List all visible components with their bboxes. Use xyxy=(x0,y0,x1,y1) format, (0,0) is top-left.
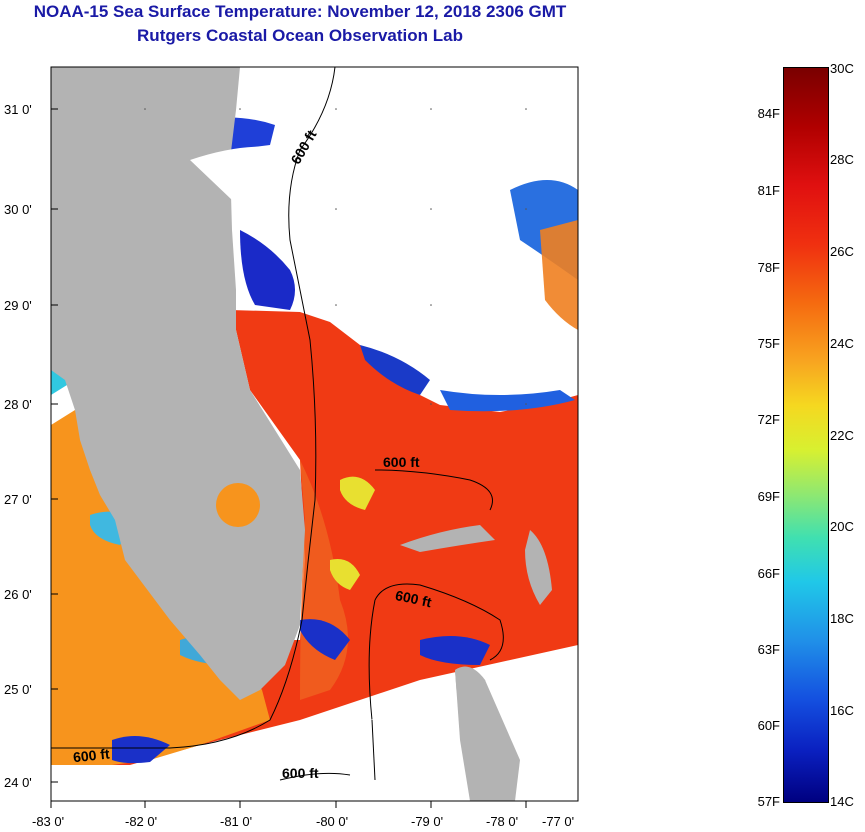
colorbar-f-label: 81F xyxy=(757,183,780,198)
lon-label: -78 0' xyxy=(486,814,518,829)
cloud-upper xyxy=(190,146,290,230)
isobath-south xyxy=(279,772,351,781)
colorbar-f-label: 69F xyxy=(757,489,780,504)
colorbar-c-label: 28C xyxy=(830,152,854,167)
isobath-south-2 xyxy=(371,719,376,781)
lake-okeechobee xyxy=(216,483,260,527)
lon-label: -81 0' xyxy=(220,814,252,829)
lat-label: 30 0' xyxy=(4,202,32,217)
colorbar-f-label: 57F xyxy=(757,794,780,809)
lon-ticks xyxy=(50,801,527,808)
colorbar-f-label: 60F xyxy=(757,718,780,733)
lat-label: 26 0' xyxy=(4,587,32,602)
lat-label: 28 0' xyxy=(4,397,32,412)
lon-label: -79 0' xyxy=(411,814,443,829)
colorbar-c-label: 30C xyxy=(830,61,854,76)
map-title: NOAA-15 Sea Surface Temperature: Novembe… xyxy=(33,2,567,21)
lat-label: 29 0' xyxy=(4,298,32,313)
graticule xyxy=(144,108,527,405)
lat-label: 25 0' xyxy=(4,682,32,697)
grand-bahama xyxy=(400,525,495,552)
contour-label-keys: 600 ft xyxy=(72,745,110,765)
colorbar-f-label: 66F xyxy=(757,566,780,581)
florida-land xyxy=(51,67,305,700)
colorbar-c-label: 22C xyxy=(830,428,854,443)
colorbar-f-label: 84F xyxy=(757,106,780,121)
lat-label: 24 0' xyxy=(4,775,32,790)
colorbar-f-label: 63F xyxy=(757,642,780,657)
colorbar-c-label: 20C xyxy=(830,519,854,534)
colorbar-f-label: 78F xyxy=(757,260,780,275)
lat-label: 27 0' xyxy=(4,492,32,507)
lat-label: 31 0' xyxy=(4,102,32,117)
lon-label: -83 0' xyxy=(32,814,64,829)
colorbar-c-label: 16C xyxy=(830,703,854,718)
colorbar-c-label: 18C xyxy=(830,611,854,626)
temperature-colorbar xyxy=(783,67,829,803)
map-subtitle: Rutgers Coastal Ocean Observation Lab xyxy=(137,26,463,45)
lon-label: -77 0' xyxy=(542,814,574,829)
colorbar-c-label: 24C xyxy=(830,336,854,351)
lon-label: -82 0' xyxy=(125,814,157,829)
contour-label-south: 600 ft xyxy=(282,765,319,781)
contour-label-bahamas: 600 ft xyxy=(383,454,420,470)
colorbar-c-label: 26C xyxy=(830,244,854,259)
isobath-contours xyxy=(51,67,504,781)
andros-island-south xyxy=(455,666,520,801)
colorbar-f-label: 72F xyxy=(757,412,780,427)
contour-label-providence: 600 ft xyxy=(394,587,433,610)
colorbar-c-label: 14C xyxy=(830,794,854,809)
lat-ticks xyxy=(51,108,58,783)
map-frame xyxy=(50,66,579,802)
lon-label: -80 0' xyxy=(316,814,348,829)
abaco-island xyxy=(525,530,552,605)
colorbar-f-label: 75F xyxy=(757,336,780,351)
